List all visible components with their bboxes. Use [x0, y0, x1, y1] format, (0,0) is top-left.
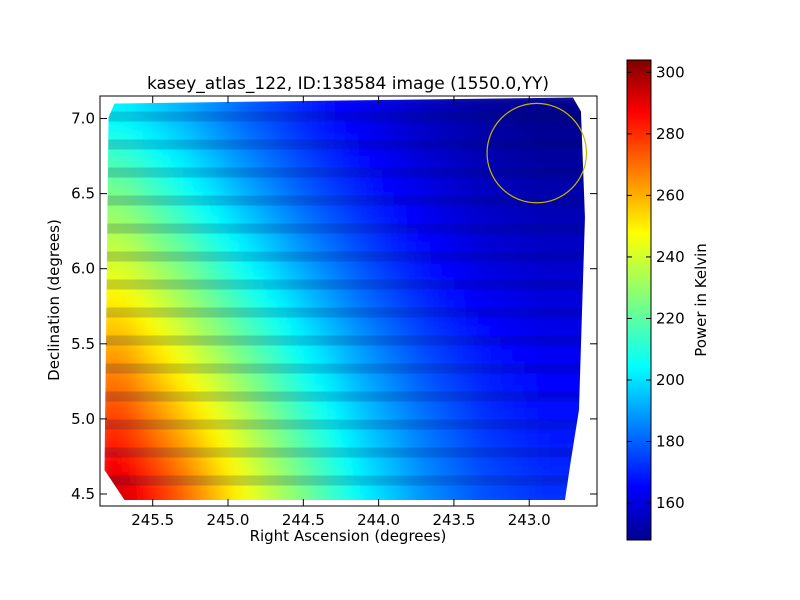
colorbar: 160 180 200 220 240 260 280 300 Power in Kelvin	[626, 59, 710, 541]
colorbar-tick-label: 160	[656, 494, 685, 512]
x-axis: 245.5 245.0 244.5 244.0 243.5 243.0	[131, 96, 551, 529]
colorbar-tick-label: 220	[656, 309, 685, 327]
x-tick-label: 243.5	[432, 511, 475, 529]
colorbar-tick-label: 260	[656, 186, 685, 204]
colorbar-tick-label: 180	[656, 433, 685, 451]
colorbar-label: Power in Kelvin	[692, 243, 710, 357]
x-tick-label: 243.0	[508, 511, 551, 529]
y-tick-label: 6.5	[71, 185, 95, 203]
colorbar-tick-label: 280	[656, 125, 685, 143]
x-tick-label: 244.5	[282, 511, 325, 529]
colorbar-tick-label: 300	[656, 63, 685, 81]
y-tick-label: 5.5	[71, 335, 95, 353]
colorbar-tick-label: 200	[656, 371, 685, 389]
colorbar-tick-label: 240	[656, 248, 685, 266]
y-tick-label: 5.0	[71, 410, 95, 428]
heatmap	[104, 97, 585, 500]
plot-frame	[99, 95, 598, 507]
x-tick-label: 244.0	[357, 511, 400, 529]
y-axis-label: Declination (degrees)	[45, 219, 63, 381]
y-axis: 4.5 5.0 5.5 6.0 6.5 7.0	[71, 110, 597, 503]
chart-title: kasey_atlas_122, ID:138584 image (1550.0…	[147, 74, 549, 94]
x-tick-label: 245.0	[207, 511, 250, 529]
region-circle-marker	[486, 102, 588, 204]
x-tick-label: 245.5	[131, 511, 174, 529]
x-axis-label: Right Ascension (degrees)	[250, 527, 447, 545]
colorbar-gradient	[626, 59, 652, 541]
y-tick-label: 6.0	[71, 260, 95, 278]
y-tick-label: 7.0	[71, 110, 95, 128]
y-tick-label: 4.5	[71, 485, 95, 503]
